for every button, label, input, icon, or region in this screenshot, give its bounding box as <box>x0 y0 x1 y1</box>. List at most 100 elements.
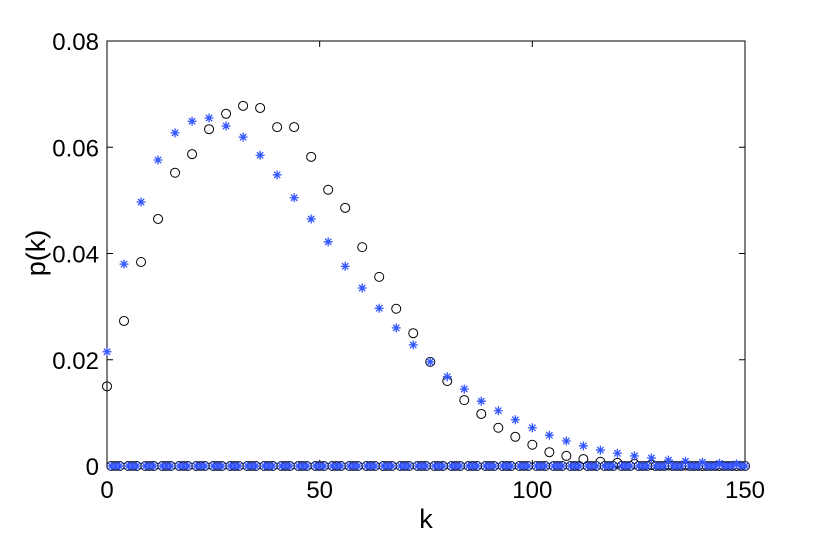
y-tick-label: 0.06 <box>52 135 99 162</box>
star-point <box>731 459 741 469</box>
star-point <box>680 456 690 466</box>
circle-point <box>323 184 334 195</box>
star-point <box>183 461 193 471</box>
circle-point <box>102 381 112 392</box>
star-point <box>459 384 469 394</box>
star-point <box>204 113 214 123</box>
star-point <box>544 430 554 440</box>
star-point <box>646 453 656 463</box>
circle-point <box>374 271 385 282</box>
x-tick-label: 150 <box>725 477 765 504</box>
star-point <box>102 347 112 357</box>
star-point <box>727 461 737 471</box>
circle-point <box>391 303 402 314</box>
star-point <box>149 461 159 471</box>
x-tick-label: 50 <box>306 477 333 504</box>
star-point <box>421 461 431 471</box>
star-point <box>608 461 618 471</box>
star-point <box>408 340 418 350</box>
star-point <box>153 155 163 165</box>
circle-point <box>272 122 283 133</box>
star-point <box>493 406 503 416</box>
star-point <box>306 214 316 224</box>
y-tick-label: 0.08 <box>52 29 99 56</box>
star-point <box>357 283 367 293</box>
star-point <box>200 461 210 471</box>
circle-point <box>306 151 317 162</box>
star-point <box>340 261 350 271</box>
star-point <box>353 461 363 471</box>
star-point <box>425 357 435 367</box>
circle-point <box>340 202 351 213</box>
star-point <box>370 461 380 471</box>
star-point <box>336 461 346 471</box>
circle-point <box>476 408 487 419</box>
star-point <box>557 461 567 471</box>
x-tick-label: 100 <box>512 477 552 504</box>
circle-point <box>204 124 215 135</box>
circle-point <box>510 431 521 442</box>
star-point <box>323 237 333 247</box>
plot-area <box>106 40 746 467</box>
circle-point <box>119 315 130 326</box>
circle-point <box>153 213 164 224</box>
star-point <box>187 116 197 126</box>
series-star <box>102 113 750 471</box>
star-point <box>455 461 465 471</box>
star-point <box>659 461 669 471</box>
star-point <box>302 461 312 471</box>
star-point <box>234 461 244 471</box>
star-point <box>510 415 520 425</box>
circle-point <box>357 242 368 253</box>
star-point <box>221 121 231 131</box>
x-tick-label: 0 <box>100 477 113 504</box>
x-axis-label: k <box>419 504 433 534</box>
circle-point <box>408 328 419 339</box>
circle-point <box>221 108 232 119</box>
star-point <box>523 461 533 471</box>
star-point <box>595 445 605 455</box>
circle-point <box>544 447 555 458</box>
star-point <box>285 461 295 471</box>
star-point <box>268 461 278 471</box>
star-point <box>238 132 248 142</box>
star-point <box>255 150 265 160</box>
circle-point <box>561 450 572 461</box>
star-point <box>438 461 448 471</box>
star-point <box>115 461 125 471</box>
star-point <box>272 170 282 180</box>
star-point <box>136 197 146 207</box>
circle-point <box>238 100 249 111</box>
star-point <box>591 461 601 471</box>
star-point <box>289 193 299 203</box>
star-point <box>319 461 329 471</box>
circle-point <box>136 257 147 267</box>
y-axis-label: p(k) <box>21 230 51 277</box>
star-point <box>404 461 414 471</box>
star-point <box>693 461 703 471</box>
star-point <box>166 461 176 471</box>
circle-point <box>170 167 181 178</box>
star-point <box>612 448 622 458</box>
star-point <box>625 461 635 471</box>
star-point <box>740 461 750 471</box>
star-point <box>540 461 550 471</box>
star-point <box>710 461 720 471</box>
circle-point <box>527 439 538 450</box>
star-point <box>578 441 588 451</box>
star-point <box>697 457 707 467</box>
star-point <box>676 461 686 471</box>
circle-point <box>187 149 198 160</box>
circle-point <box>459 395 470 406</box>
star-point <box>119 259 129 269</box>
star-point <box>642 461 652 471</box>
star-point <box>217 461 227 471</box>
star-point <box>574 461 584 471</box>
star-point <box>527 423 537 433</box>
y-tick-label: 0.02 <box>52 348 99 375</box>
star-point <box>506 461 516 471</box>
star-point <box>374 303 384 313</box>
star-point <box>387 461 397 471</box>
circle-point <box>493 422 504 433</box>
